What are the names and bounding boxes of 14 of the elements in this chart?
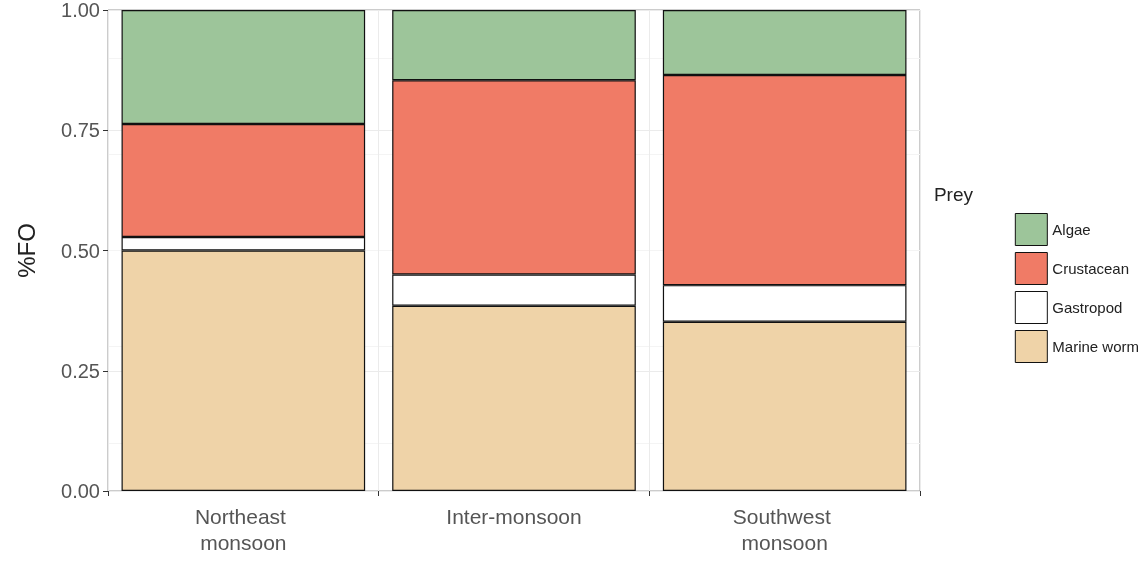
x-tick-label: Southwest monsoon <box>732 504 837 554</box>
y-tick-label: 1.00 <box>61 0 100 21</box>
x-tick-label: Inter-monsoon <box>446 504 582 528</box>
x-tick-label: Northeast monsoon <box>194 504 292 554</box>
y-tick-label: 0.50 <box>61 239 100 262</box>
legend-title: Prey <box>933 184 974 205</box>
legend-label: Algae <box>1052 221 1091 238</box>
legend-label: Marine worm <box>1052 338 1140 355</box>
y-tick-label: 0.75 <box>61 119 100 142</box>
y-tick-label: 0.00 <box>61 480 100 502</box>
legend-label: Gastropod <box>1052 299 1123 316</box>
y-tick-label: 0.25 <box>61 359 100 382</box>
y-axis-title: %FO <box>12 223 40 278</box>
legend-label: Crustacean <box>1052 260 1130 277</box>
